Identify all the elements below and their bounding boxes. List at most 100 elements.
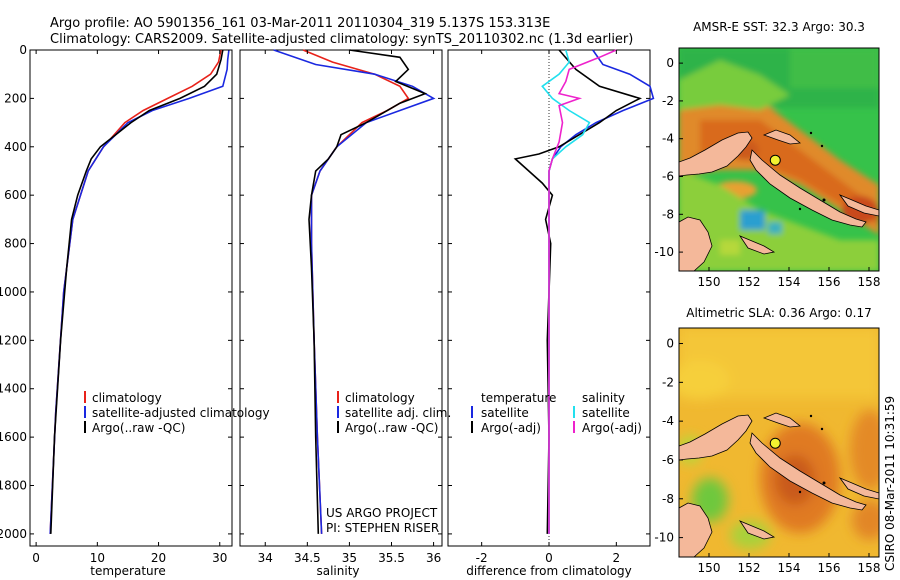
temperature-axes [29, 49, 233, 547]
y-tick-label: -2 [662, 94, 674, 108]
y-tick-label: -8 [662, 492, 674, 506]
difference-series [513, 49, 655, 534]
timestamp-label: CSIRO 08-Mar-2011 10:31:59 [883, 396, 897, 571]
x-tick-label: 150 [698, 275, 721, 289]
y-tick-label: -10 [654, 531, 674, 545]
sla-map-frame [678, 327, 880, 558]
depth-axis: 0 200 400 600 800 1000 1200 1400 1600 1800 2000 [0, 43, 650, 541]
legend-label-satellite: satellite adj. clim. [345, 406, 451, 420]
sst-map-axis: 150 152 154 156 158 0 -2 -4 -6 -8 -10 [654, 56, 880, 289]
legend-title-temperature: temperature [481, 391, 556, 405]
sst-map-title: AMSR-E SST: 32.3 Argo: 30.3 [693, 20, 865, 34]
island-dot [809, 414, 813, 418]
y-tick-label: -2 [662, 375, 674, 389]
temperature-legend: climatology satellite-adjusted climatolo… [84, 391, 270, 435]
salinity-series [273, 49, 436, 534]
temperature-axis: 0 10 20 30 [32, 50, 227, 565]
sla-map-axis: 150 152 154 156 158 0 -2 -4 -6 -8 -10 [654, 337, 880, 575]
salinity-xlabel: salinity [316, 564, 359, 578]
islands-south [738, 235, 776, 255]
papuan-peninsula [749, 432, 867, 511]
x-tick-label: 152 [738, 561, 761, 575]
islands-east [838, 194, 879, 217]
series-line-argo-raw-qc- [50, 49, 224, 534]
x-tick-label: 2 [613, 551, 621, 565]
islands-south [738, 520, 776, 540]
y-tick-label: -8 [662, 207, 674, 221]
y-tick-label: -6 [662, 170, 674, 184]
y-tick-label: 200 [4, 91, 27, 105]
y-tick-label: 400 [4, 140, 27, 154]
sla-map-title: Altimetric SLA: 0.36 Argo: 0.17 [686, 306, 871, 320]
difference-axis: -2 0 2 [476, 50, 620, 565]
island-dot [820, 427, 824, 431]
new-guinea-mainland [679, 131, 753, 177]
island-dot [820, 144, 824, 148]
y-tick-label: 800 [4, 237, 27, 251]
project-label: US ARGO PROJECT [326, 506, 438, 520]
x-tick-label: 158 [858, 275, 881, 289]
papuan-peninsula [749, 149, 867, 228]
pi-label: PI: STEPHEN RISER [326, 521, 439, 535]
legend-label-climatology: climatology [92, 391, 162, 405]
legend-title-salinity: salinity [582, 391, 625, 405]
x-tick-label: 158 [858, 561, 881, 575]
y-tick-label: 1400 [0, 382, 27, 396]
y-tick-label: 1200 [0, 333, 27, 347]
series-line-salinity-argo-adj- [548, 49, 617, 534]
difference-legend-salinity: salinity satellite Argo(-adj) [573, 391, 642, 435]
series-line-temperature-argo-adj- [513, 49, 643, 534]
new-britain [762, 129, 802, 145]
island-dot [798, 490, 802, 494]
x-tick-label: 35.5 [378, 551, 405, 565]
x-tick-label: 30 [212, 551, 227, 565]
australia-coast [679, 216, 713, 271]
legend-label-satellite: satellite [582, 406, 630, 420]
x-tick-label: 20 [151, 551, 166, 565]
x-tick-label: 36 [426, 551, 441, 565]
x-tick-label: 34 [258, 551, 273, 565]
y-tick-label: 0 [666, 56, 674, 70]
y-tick-label: -4 [662, 414, 674, 428]
new-britain [762, 412, 802, 428]
y-tick-label: 0 [19, 43, 27, 57]
y-tick-label: 1000 [0, 285, 27, 299]
temperature-xlabel: temperature [90, 564, 165, 578]
legend-label-argo: Argo(-adj) [481, 421, 541, 435]
legend-label-argo: Argo(..raw -QC) [92, 421, 185, 435]
argo-position-marker [769, 437, 781, 449]
x-tick-label: 35 [342, 551, 357, 565]
legend-label-satellite: satellite [481, 406, 529, 420]
x-tick-label: 10 [90, 551, 105, 565]
legend-label-argo: Argo(-adj) [582, 421, 642, 435]
y-tick-label: 2000 [0, 527, 27, 541]
island-dot [798, 207, 802, 211]
series-line-argo-raw-qc- [308, 49, 428, 534]
x-tick-label: 154 [778, 561, 801, 575]
y-tick-label: 1800 [0, 479, 27, 493]
x-tick-label: 154 [778, 275, 801, 289]
salinity-legend: climatology satellite adj. clim. Argo(..… [337, 391, 451, 435]
y-tick-label: -10 [654, 245, 674, 259]
islands-east [838, 477, 879, 500]
x-tick-label: 0 [545, 551, 553, 565]
island-dot [822, 198, 826, 202]
sst-map [679, 48, 879, 271]
legend-label-satellite: satellite-adjusted climatology [92, 406, 270, 420]
salinity-axes [239, 49, 443, 547]
island-dot [822, 481, 826, 485]
x-tick-label: 152 [738, 275, 761, 289]
sla-map [679, 328, 879, 557]
y-tick-label: 1600 [0, 430, 27, 444]
salinity-axis: 34 34.5 35 35.5 36 [258, 50, 441, 565]
y-tick-label: 600 [4, 188, 27, 202]
temperature-series [49, 49, 230, 534]
legend-label-climatology: climatology [345, 391, 415, 405]
x-tick-label: 156 [818, 561, 841, 575]
y-tick-label: 0 [666, 337, 674, 351]
sst-map-frame [678, 47, 880, 272]
header-line-1: Argo profile: AO 5901356_161 03-Mar-2011… [50, 16, 550, 31]
new-guinea-mainland [679, 414, 753, 461]
x-tick-label: 156 [818, 275, 841, 289]
